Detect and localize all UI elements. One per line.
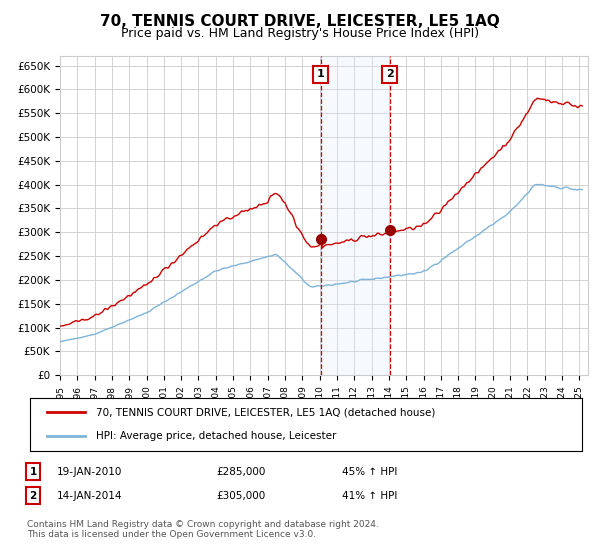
Text: Contains HM Land Registry data © Crown copyright and database right 2024.
This d: Contains HM Land Registry data © Crown c… [27, 520, 379, 539]
Text: 70, TENNIS COURT DRIVE, LEICESTER, LE5 1AQ (detached house): 70, TENNIS COURT DRIVE, LEICESTER, LE5 1… [96, 408, 436, 418]
Text: 45% ↑ HPI: 45% ↑ HPI [342, 466, 397, 477]
Text: 14-JAN-2014: 14-JAN-2014 [57, 491, 122, 501]
Bar [320, 56, 390, 375]
Text: £305,000: £305,000 [216, 491, 265, 501]
Text: 2: 2 [29, 491, 37, 501]
Text: 41% ↑ HPI: 41% ↑ HPI [342, 491, 397, 501]
Text: 2: 2 [386, 69, 394, 79]
Text: 19-JAN-2010: 19-JAN-2010 [57, 466, 122, 477]
Text: £285,000: £285,000 [216, 466, 265, 477]
Text: 70, TENNIS COURT DRIVE, LEICESTER, LE5 1AQ: 70, TENNIS COURT DRIVE, LEICESTER, LE5 1… [100, 14, 500, 29]
Text: Price paid vs. HM Land Registry's House Price Index (HPI): Price paid vs. HM Land Registry's House … [121, 27, 479, 40]
Text: HPI: Average price, detached house, Leicester: HPI: Average price, detached house, Leic… [96, 431, 337, 441]
Text: 1: 1 [29, 466, 37, 477]
Text: 1: 1 [317, 69, 325, 79]
